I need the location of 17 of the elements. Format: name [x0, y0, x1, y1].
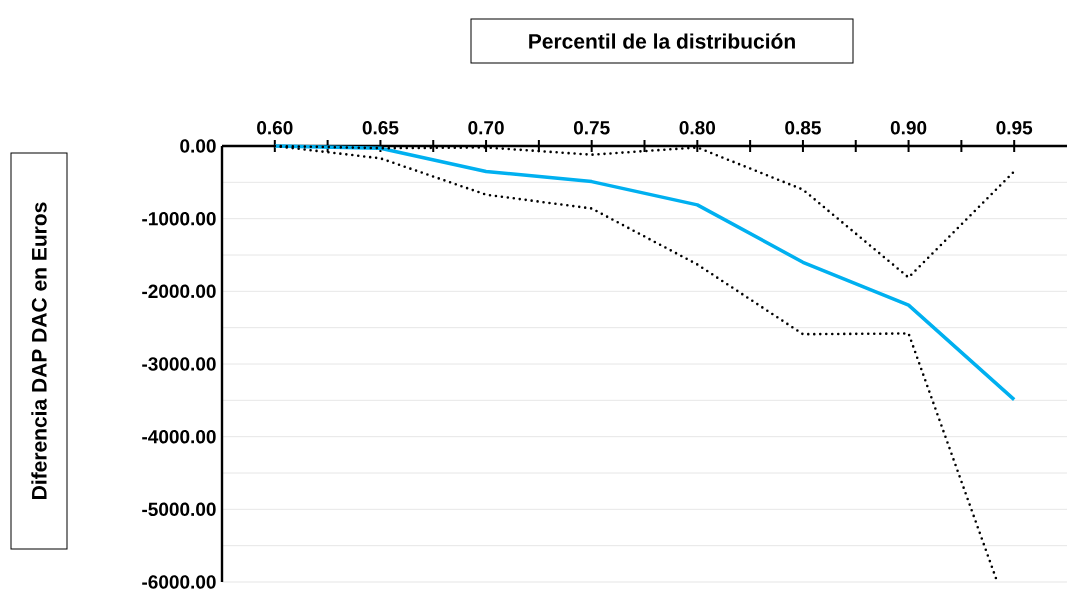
y-tick-label: -3000.00	[142, 357, 216, 371]
x-tick-label: 0.80	[679, 121, 716, 135]
x-tick-label: 0.75	[573, 121, 610, 135]
y-tick-label: 0.00	[180, 139, 216, 153]
y-tick-label: -4000.00	[142, 429, 216, 444]
x-tick-label: 0.60	[257, 121, 293, 135]
chart-title: Percentil de la distribución	[529, 33, 795, 49]
x-tick-label: 0.65	[362, 121, 399, 135]
x-tick-label: 0.90	[890, 121, 927, 135]
y-tick-label: -6000.00	[142, 575, 216, 589]
x-tick-label: 0.85	[785, 121, 821, 135]
y-axis-title: Diferencia DAP DAC en Euros	[31, 202, 47, 499]
y-tick-label: -2000.00	[142, 284, 216, 299]
y-tick-label: -1000.00	[142, 211, 216, 226]
x-tick-label: 0.95	[996, 121, 1033, 135]
y-tick-label: -5000.00	[142, 502, 216, 517]
x-tick-label: 0.70	[468, 121, 504, 135]
